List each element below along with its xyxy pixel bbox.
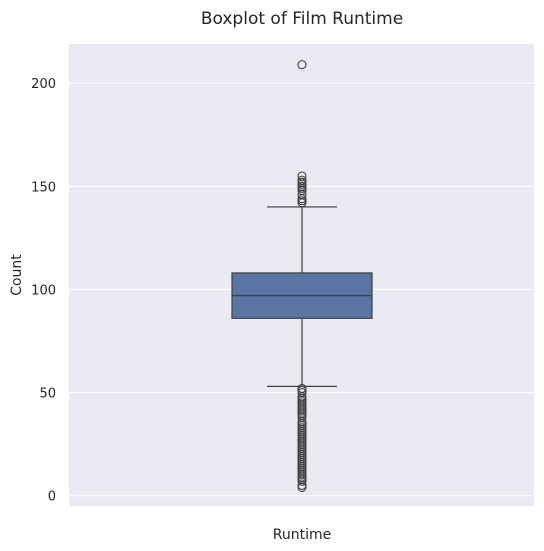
chart-title: Boxplot of Film Runtime <box>201 9 403 29</box>
y-tick-label: 0 <box>48 490 56 505</box>
y-tick-label: 100 <box>31 283 56 298</box>
outlier-point <box>297 60 307 70</box>
x-axis-label: Runtime <box>273 527 331 543</box>
outlier-point <box>297 476 307 486</box>
y-tick-labels: 0 50 100 150 200 <box>31 77 56 505</box>
y-tick-label: 150 <box>31 180 56 195</box>
outlier-point <box>297 482 307 492</box>
y-tick-label: 50 <box>39 387 56 402</box>
box <box>231 206 373 387</box>
y-axis-label: Count <box>9 254 25 296</box>
y-tick-label: 200 <box>31 77 56 92</box>
outlier-points <box>297 60 307 492</box>
outlier-point <box>297 198 307 208</box>
